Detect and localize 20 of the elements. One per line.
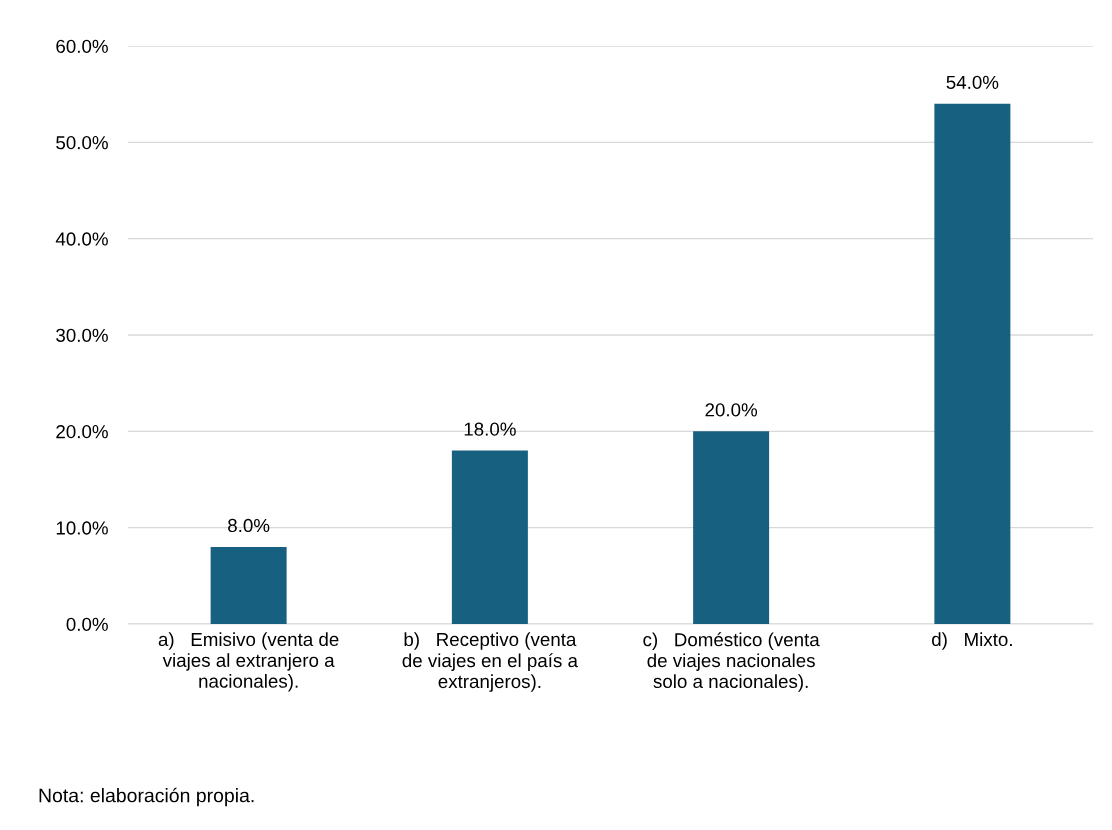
y-tick-label: 30.0% xyxy=(56,328,108,342)
x-tick-label: a) Emisivo (venta de viajes al extranjero a nacionales). xyxy=(158,632,339,692)
data-label: 54.0% xyxy=(946,75,999,89)
x-tick-label: b) Receptivo (venta de viajes en el país a extranjeros). xyxy=(402,632,578,692)
y-tick-label: 20.0% xyxy=(56,425,108,439)
text: Nota: elaboración propia. xyxy=(39,787,254,807)
bar xyxy=(451,450,528,624)
data-label: 20.0% xyxy=(705,403,758,417)
x-tick-label: c) Doméstico (venta de viajes nacionales solo a nacionales). xyxy=(643,632,820,692)
bar xyxy=(934,103,1011,624)
bar xyxy=(693,431,770,624)
y-tick-label: 40.0% xyxy=(55,232,108,246)
y-tick-label: 10.0% xyxy=(56,521,108,535)
data-label: 8.0% xyxy=(228,518,270,533)
data-label: 18.0% xyxy=(464,422,516,436)
bar xyxy=(210,546,287,624)
y-tick-label: 50.0% xyxy=(56,136,108,150)
y-tick-label: 60.0% xyxy=(56,39,108,53)
x-tick-label: d) Mixto. xyxy=(932,632,1012,650)
y-tick-label: 0.0% xyxy=(66,617,108,631)
